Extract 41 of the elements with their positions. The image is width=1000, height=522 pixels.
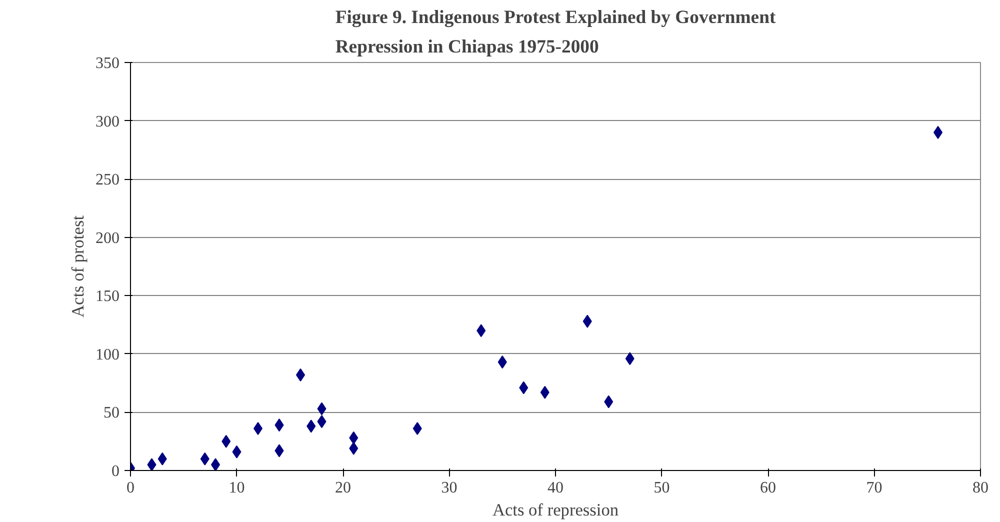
y-tick-label: 250 bbox=[96, 172, 120, 189]
point bbox=[625, 352, 634, 366]
point bbox=[604, 395, 614, 408]
point bbox=[274, 418, 284, 432]
y-tick-label: 50 bbox=[104, 404, 120, 422]
point bbox=[306, 420, 316, 433]
y-tick-label: 0 bbox=[112, 463, 120, 480]
y-axis-title: Acts of protest bbox=[68, 215, 88, 318]
point bbox=[412, 422, 422, 436]
x-tick-label: 0 bbox=[126, 480, 134, 496]
x-tick-label: 60 bbox=[760, 480, 776, 496]
x-tick-label: 80 bbox=[972, 480, 988, 496]
x-tick-label: 70 bbox=[866, 480, 882, 496]
x-tick-label: 10 bbox=[228, 480, 245, 496]
point bbox=[349, 431, 358, 444]
point bbox=[147, 458, 156, 470]
y-tick-label: 100 bbox=[96, 346, 120, 364]
x-tick-label: 40 bbox=[548, 480, 564, 496]
point bbox=[540, 386, 550, 399]
point bbox=[274, 444, 284, 458]
point bbox=[519, 381, 528, 394]
point bbox=[317, 402, 326, 416]
y-tick-label: 350 bbox=[96, 55, 120, 72]
point bbox=[211, 458, 220, 470]
y-tick-label: 150 bbox=[96, 288, 120, 306]
point bbox=[222, 434, 231, 448]
point bbox=[317, 415, 326, 428]
x-tick-label: 30 bbox=[441, 480, 458, 496]
point bbox=[349, 442, 358, 455]
point bbox=[498, 356, 507, 369]
point bbox=[476, 324, 486, 338]
point bbox=[582, 314, 592, 328]
point bbox=[200, 452, 210, 466]
y-tick-label: 200 bbox=[96, 230, 120, 247]
chart-title: Figure 9. Indigenous Protest Explained by Government Repression in Chiapas 1975-2000 bbox=[335, 7, 776, 58]
x-axis-title: Acts of repression bbox=[492, 500, 619, 520]
y-tick-label: 300 bbox=[96, 113, 120, 130]
point bbox=[232, 445, 242, 458]
x-tick-label: 20 bbox=[335, 480, 351, 496]
x-tick-label: 50 bbox=[654, 480, 670, 496]
point bbox=[158, 452, 167, 466]
